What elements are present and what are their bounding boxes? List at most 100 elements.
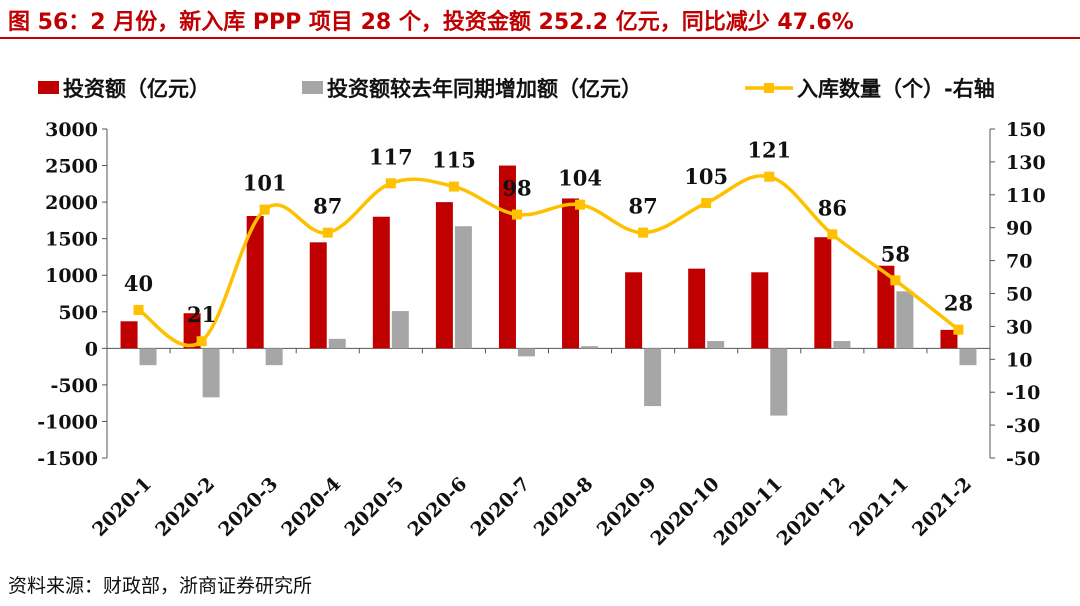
x-tick-label: 2020-4	[277, 473, 345, 541]
data-label-count: 115	[432, 148, 476, 173]
bar-investment	[940, 329, 958, 349]
data-label-count: 117	[369, 144, 413, 169]
legend-swatch-investment	[38, 81, 59, 94]
data-label-count: 104	[558, 166, 602, 191]
legend-label-investment: 投资额（亿元）	[63, 77, 210, 101]
y-right-tick-label: -30	[1006, 415, 1040, 437]
bar-investment	[751, 272, 769, 349]
y-left-tick-label: 1000	[45, 265, 98, 287]
legend-marker-count	[764, 83, 774, 93]
marker-count	[764, 171, 775, 182]
marker-count	[196, 336, 207, 347]
y-left-tick-label: 2000	[45, 192, 98, 214]
bar-investment	[372, 216, 390, 349]
legend-label-yoy-change: 投资额较去年同期增加额（亿元）	[327, 77, 642, 101]
marker-count	[259, 204, 270, 215]
bar-investment	[309, 242, 327, 349]
x-tick-label: 2020-2	[151, 473, 219, 541]
y-right-tick-label: 90	[1006, 218, 1032, 240]
bar-yoy-change	[707, 341, 725, 349]
marker-count	[827, 229, 838, 240]
data-label-count: 98	[502, 176, 531, 201]
bar-yoy-change	[644, 348, 662, 407]
bar-yoy-change	[581, 346, 599, 349]
y-right-tick-label: -50	[1006, 448, 1040, 470]
bar-yoy-change	[139, 348, 157, 366]
bar-investment	[183, 313, 201, 349]
x-tick-label: 2020-1	[88, 473, 156, 541]
y-left-tick-label: 1500	[45, 229, 98, 251]
bar-investment	[120, 321, 138, 349]
y-left-tick-label: -1000	[37, 411, 98, 433]
data-label-count: 101	[243, 171, 287, 196]
x-tick-label: 2020-7	[467, 473, 535, 541]
bar-investment	[814, 237, 832, 349]
data-label-count: 86	[818, 195, 847, 220]
y-left-tick-label: 0	[85, 338, 98, 360]
bar-yoy-change	[517, 348, 535, 357]
line-layer	[133, 171, 964, 348]
x-tick-label: 2020-5	[340, 473, 408, 541]
bar-yoy-change	[896, 291, 914, 349]
bar-investment	[435, 202, 453, 349]
x-tick-label: 2021-2	[908, 473, 976, 541]
x-tick-label: 2020-12	[773, 473, 850, 550]
data-labels: 40 21 101 87 117 115 98 104 87 105 121 86 58 28	[124, 138, 973, 327]
bar-yoy-change	[328, 338, 346, 349]
y-left-tick-label: -500	[50, 375, 98, 397]
marker-count	[953, 324, 964, 335]
data-label-count: 105	[684, 164, 728, 189]
marker-count	[638, 227, 649, 238]
y-right-tick-label: 150	[1006, 119, 1046, 141]
data-label-count: 58	[881, 241, 910, 266]
legend-swatch-yoy-change	[302, 81, 323, 94]
bar-investment	[246, 216, 264, 349]
y-left-tick-label: 3000	[45, 119, 98, 141]
y-left-tick-label: -1500	[37, 448, 98, 470]
y-right-tick-label: -10	[1006, 382, 1040, 404]
marker-count	[448, 181, 459, 192]
y-right-tick-label: 130	[1006, 152, 1046, 174]
marker-count	[575, 199, 586, 210]
bar-yoy-change	[959, 348, 977, 366]
data-label-count: 121	[747, 138, 791, 163]
bar-investment	[625, 272, 643, 349]
x-tick-label: 2020-3	[214, 473, 282, 541]
data-label-count: 21	[187, 302, 216, 327]
chart: 投资额（亿元） 投资额较去年同期增加额（亿元） 入库数量（个）-右轴 3000 2…	[37, 77, 1046, 550]
data-label-count: 87	[628, 194, 657, 219]
y-right-tick-label: 10	[1006, 349, 1032, 371]
x-tick-label: 2020-10	[646, 473, 723, 550]
marker-count	[133, 304, 144, 315]
bar-yoy-change	[202, 348, 220, 398]
marker-count	[511, 209, 522, 220]
legend-label-count: 入库数量（个）-右轴	[797, 77, 995, 101]
source-note: 资料来源：财政部，浙商证券研究所	[8, 575, 313, 597]
marker-count	[890, 275, 901, 286]
y-right-tick-label: 50	[1006, 284, 1032, 306]
y-left-tick-label: 2500	[45, 156, 98, 178]
bar-yoy-change	[833, 341, 851, 349]
bar-investment	[688, 268, 706, 349]
marker-count	[701, 198, 712, 209]
y-right-tick-label: 70	[1006, 251, 1032, 273]
x-tick-label: 2021-1	[845, 473, 913, 541]
marker-count	[385, 178, 396, 189]
bar-yoy-change	[265, 348, 283, 366]
bar-yoy-change	[770, 348, 788, 416]
y-right-tick-label: 30	[1006, 316, 1032, 338]
y-right-tick-label: 110	[1006, 185, 1046, 207]
bar-investment	[562, 198, 580, 349]
title-rule	[0, 37, 1080, 39]
marker-count	[322, 227, 333, 238]
x-tick-label: 2020-8	[530, 473, 598, 541]
bar-yoy-change	[391, 311, 409, 349]
data-label-count: 87	[313, 194, 342, 219]
chart-title: 图 56：2 月份，新入库 PPP 项目 28 个，投资金额 252.2 亿元，…	[8, 10, 854, 35]
bar-investment	[877, 265, 895, 349]
bars	[120, 165, 977, 416]
data-label-count: 28	[944, 291, 973, 316]
data-label-count: 40	[124, 271, 153, 296]
legend: 投资额（亿元） 投资额较去年同期增加额（亿元） 入库数量（个）-右轴	[38, 77, 995, 101]
y-left-tick-label: 500	[58, 302, 98, 324]
